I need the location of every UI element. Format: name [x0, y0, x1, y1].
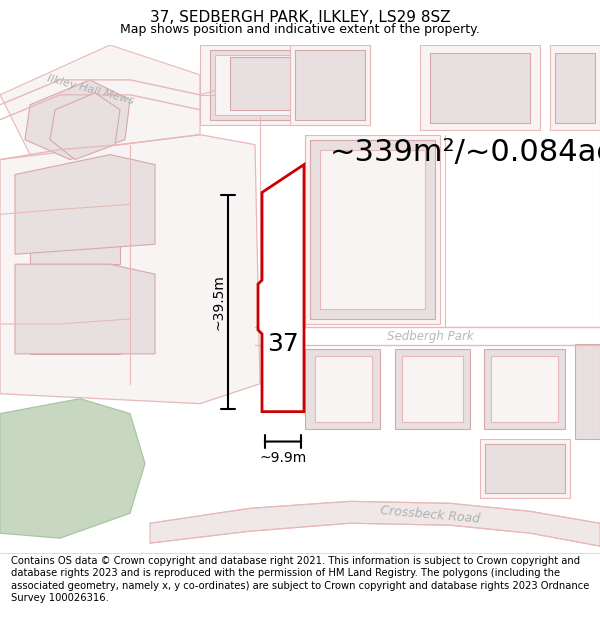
Text: 37: 37	[267, 332, 299, 356]
Text: Crossbeck Road: Crossbeck Road	[380, 504, 481, 526]
Polygon shape	[430, 53, 530, 122]
Text: Contains OS data © Crown copyright and database right 2021. This information is : Contains OS data © Crown copyright and d…	[11, 556, 589, 603]
Polygon shape	[210, 50, 360, 120]
Text: Map shows position and indicative extent of the property.: Map shows position and indicative extent…	[120, 23, 480, 36]
Polygon shape	[320, 149, 425, 309]
Polygon shape	[0, 45, 200, 174]
Polygon shape	[150, 501, 600, 546]
Polygon shape	[15, 264, 155, 354]
Text: ~339m²/~0.084ac.: ~339m²/~0.084ac.	[330, 138, 600, 167]
Polygon shape	[30, 279, 120, 354]
Polygon shape	[491, 356, 558, 422]
Text: 37, SEDBERGH PARK, ILKLEY, LS29 8SZ: 37, SEDBERGH PARK, ILKLEY, LS29 8SZ	[149, 10, 451, 25]
Polygon shape	[305, 349, 380, 429]
Polygon shape	[305, 134, 440, 324]
Polygon shape	[402, 356, 463, 422]
Text: ~39.5m: ~39.5m	[211, 274, 225, 330]
Polygon shape	[30, 184, 120, 264]
Polygon shape	[550, 45, 600, 129]
Polygon shape	[295, 50, 365, 120]
Polygon shape	[258, 164, 304, 412]
Text: Sedbergh Park: Sedbergh Park	[386, 331, 473, 343]
Text: Ilkley Hall Mews: Ilkley Hall Mews	[46, 74, 134, 106]
Polygon shape	[395, 349, 470, 429]
Polygon shape	[0, 134, 260, 404]
Polygon shape	[200, 45, 370, 125]
Text: ~9.9m: ~9.9m	[259, 451, 307, 466]
Polygon shape	[420, 45, 540, 129]
Polygon shape	[290, 45, 370, 125]
Polygon shape	[230, 57, 345, 110]
Polygon shape	[555, 53, 595, 122]
Polygon shape	[310, 139, 435, 319]
Polygon shape	[315, 356, 372, 422]
Polygon shape	[0, 399, 145, 538]
Polygon shape	[484, 349, 565, 429]
Polygon shape	[15, 154, 155, 254]
Polygon shape	[575, 344, 600, 439]
Polygon shape	[480, 439, 570, 498]
Polygon shape	[485, 444, 565, 493]
Polygon shape	[215, 55, 355, 115]
Polygon shape	[50, 93, 120, 159]
Polygon shape	[25, 80, 130, 159]
